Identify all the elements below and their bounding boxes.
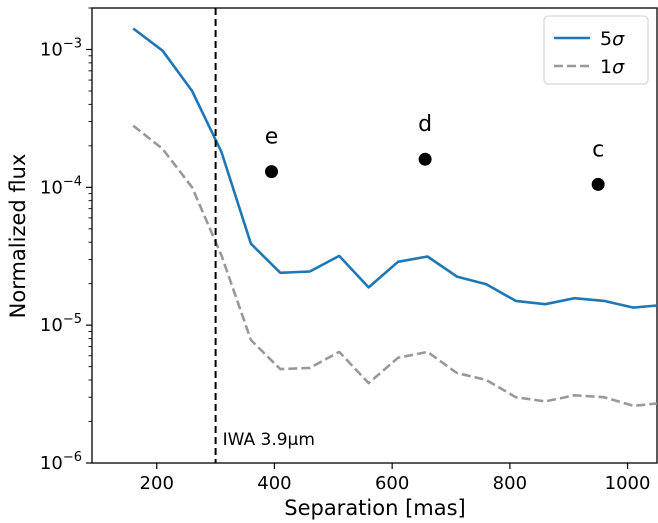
planet-point-d bbox=[418, 152, 432, 166]
x-axis-label: Separation [mas] bbox=[284, 496, 466, 520]
legend-label: 5σ bbox=[600, 28, 625, 50]
series-line-one-sigma bbox=[132, 124, 657, 408]
axis-ticks: 200 400 600 800 1000 10−6 10−5 10−4 10−3 bbox=[40, 7, 651, 494]
legend-label: 1σ bbox=[600, 56, 625, 78]
plot-area bbox=[91, 7, 658, 464]
y-tick-label: 10−5 bbox=[40, 312, 82, 336]
series-line-five-sigma bbox=[132, 27, 657, 309]
y-tick-label: 10−6 bbox=[40, 450, 82, 474]
planet-label-d: d bbox=[418, 112, 432, 137]
planet-point-c bbox=[591, 177, 605, 191]
legend-box bbox=[543, 15, 649, 85]
x-tick-label: 400 bbox=[257, 473, 291, 494]
y-axis-label: Normalized flux bbox=[6, 154, 30, 319]
y-tick-label: 10−4 bbox=[40, 174, 82, 198]
x-tick-label: 200 bbox=[140, 473, 174, 494]
plot-frame bbox=[91, 7, 658, 464]
planet-point-e bbox=[265, 165, 279, 179]
x-tick-label: 600 bbox=[375, 473, 409, 494]
y-tick-label: 10−3 bbox=[40, 36, 82, 60]
planet-label-c: c bbox=[592, 137, 604, 162]
iwa-label: IWA 3.9μm bbox=[223, 430, 315, 450]
x-tick-label: 800 bbox=[493, 473, 527, 494]
planet-label-e: e bbox=[265, 125, 279, 150]
planet-points: e d c bbox=[265, 112, 605, 191]
series-lines: IWA 3.9μm bbox=[132, 8, 657, 463]
x-tick-label: 1000 bbox=[605, 473, 651, 494]
